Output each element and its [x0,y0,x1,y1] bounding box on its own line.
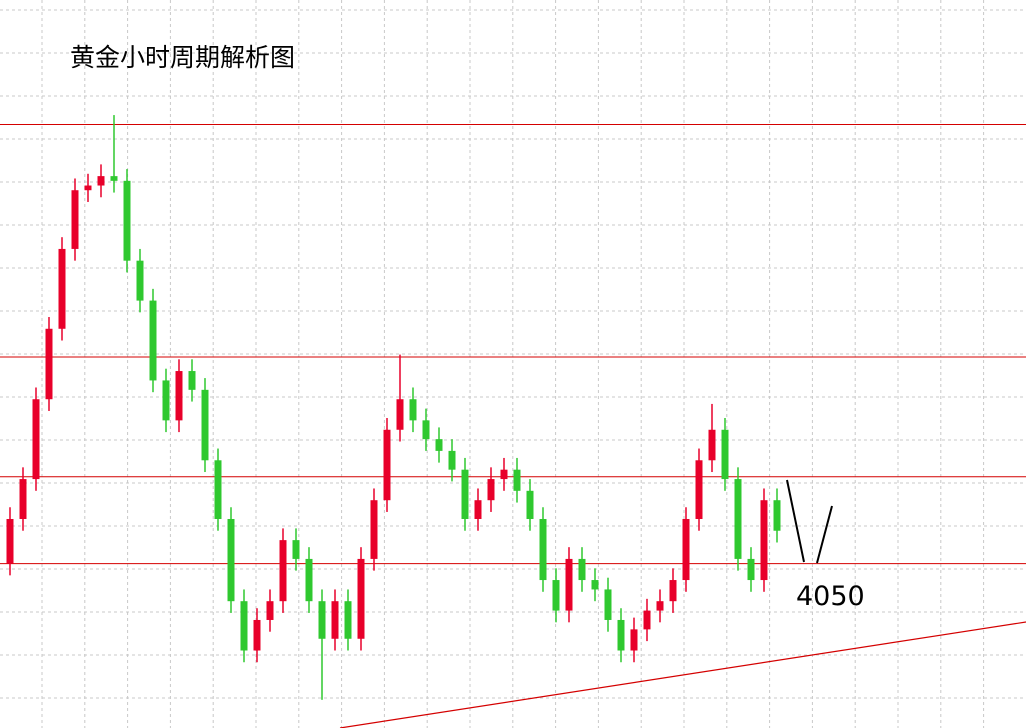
candle-body [331,601,339,639]
candle-body [149,300,157,381]
candle-body [162,380,170,421]
candle-body [695,460,703,519]
candle-body [500,469,508,480]
candle-body [682,518,690,581]
candle-body [422,420,430,440]
candle-body [617,619,625,651]
candle-body [279,540,287,602]
candle-body [708,429,716,461]
level-annotation: 4050 [796,581,865,612]
candle-body [305,558,313,602]
candle-body [32,399,40,480]
candle-body [448,450,456,470]
candle-body [461,469,469,519]
candle-body [435,439,443,451]
candle-body [604,589,612,620]
candle-body [383,429,391,501]
candle-body [474,500,482,519]
candle-body [292,540,300,559]
candle-body [97,176,105,186]
candle-body [773,500,781,531]
candle-body [253,619,261,651]
candle-body [110,176,118,181]
candle-body [565,558,573,611]
candle-body [526,490,534,519]
candle-body [19,479,27,519]
candle-body [266,601,274,620]
candle-body [201,389,209,461]
candle-body [357,558,365,639]
candle-body [721,429,729,480]
candle-body [214,460,222,519]
trend-line [339,621,1026,728]
candle-body [630,629,638,651]
candle-body [188,371,196,390]
candle-body [344,601,352,639]
candle-body [669,580,677,602]
candles [6,115,781,700]
candle-body [591,580,599,590]
candle-body [396,399,404,430]
candle-body [747,558,755,581]
candle-body [409,399,417,421]
levels [0,123,1026,565]
candle-body [643,610,651,630]
candle-body [487,479,495,501]
candle-body [240,601,248,651]
candle-body [513,469,521,491]
candle-body [227,518,235,602]
arrow-stroke [816,505,833,564]
candle-body [539,518,547,581]
candle-body [45,328,53,400]
candle-body [136,260,144,301]
candle-body [552,580,560,611]
candle-body [578,558,586,581]
candle-body [84,185,92,191]
candle-body [71,190,79,249]
candle-body [734,479,742,559]
arrow-stroke [786,479,805,563]
candle-body [370,500,378,559]
candle-body [58,248,66,329]
candle-body [318,601,326,639]
candle-body [175,371,183,421]
candle-body [760,500,768,581]
candle-body [6,518,14,564]
candle-body [123,180,131,261]
candle-body [656,601,664,611]
chart-title: 黄金小时周期解析图 [70,43,295,72]
